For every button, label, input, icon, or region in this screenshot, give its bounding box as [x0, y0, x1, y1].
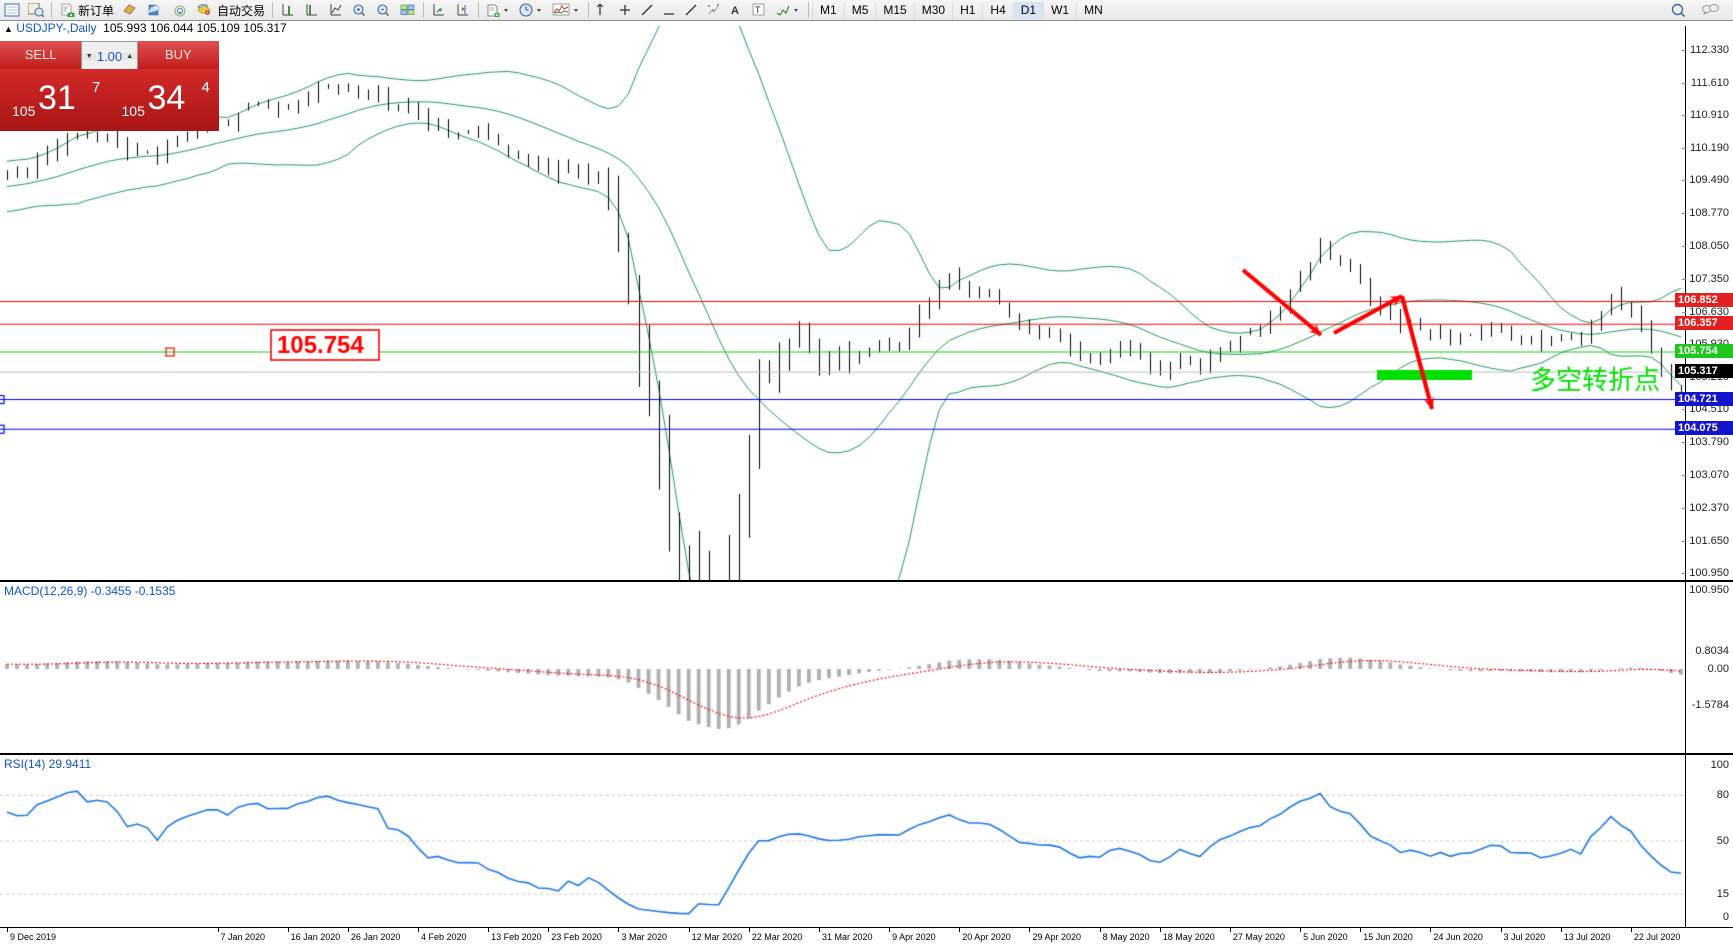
svg-text:T: T: [755, 5, 761, 15]
svg-text:A: A: [731, 5, 739, 17]
